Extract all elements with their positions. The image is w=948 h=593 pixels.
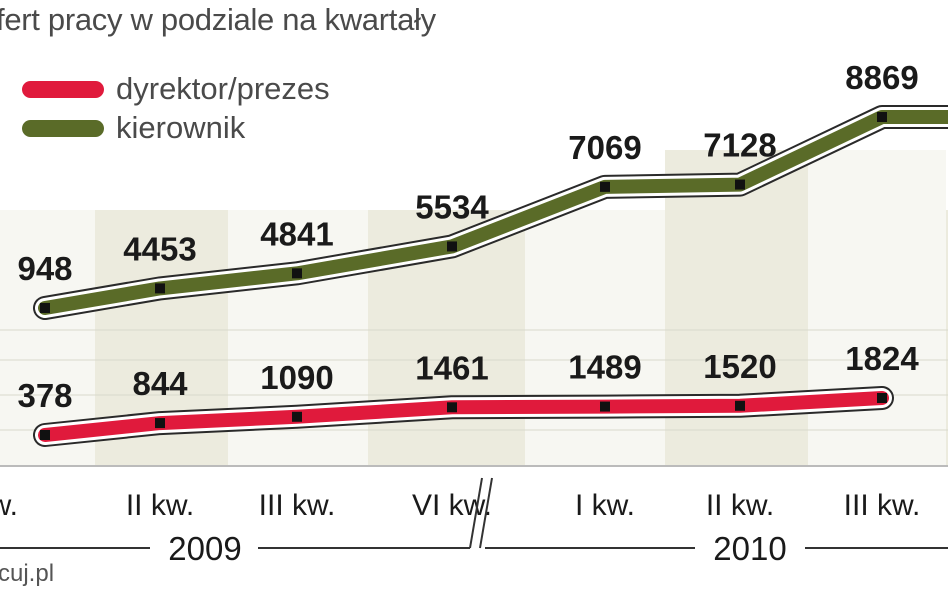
data-label-1-2: 4841 (260, 215, 333, 252)
legend-swatch-dyrektor (22, 80, 104, 98)
x-tick-label-0: I kw. (0, 489, 18, 522)
legend-label-dyrektor: dyrektor/prezes (116, 71, 330, 106)
legend-item-dyrektor: dyrektor/prezes (22, 71, 330, 107)
data-point-0-4 (600, 401, 610, 412)
x-tick-label-4: I kw. (575, 489, 635, 522)
x-tick-label-2: III kw. (259, 489, 336, 522)
legend-swatch-kierownik (22, 119, 104, 137)
data-point-0-2 (292, 411, 302, 422)
data-point-1-2 (292, 268, 302, 279)
data-point-1-3 (447, 241, 457, 252)
data-label-0-6: 1824 (845, 340, 919, 377)
year-label-2009: 2009 (168, 530, 241, 567)
data-label-1-0: 948 (17, 250, 72, 287)
data-label-1-5: 7128 (703, 127, 776, 164)
data-label-0-3: 1461 (415, 349, 488, 386)
band-4 (525, 210, 665, 465)
band-6 (808, 150, 946, 465)
legend-label-kierownik: kierownik (116, 110, 246, 145)
data-point-0-0 (40, 430, 50, 440)
data-label-0-5: 1520 (703, 348, 776, 385)
data-label-0-2: 1090 (260, 359, 333, 396)
data-label-1-3: 5534 (415, 188, 489, 225)
x-tick-label-6: III kw. (844, 489, 921, 522)
data-label-1-6: 8869 (845, 59, 918, 96)
data-point-1-6 (877, 112, 887, 122)
legend-item-kierownik: kierownik (22, 110, 245, 146)
data-point-0-6 (877, 393, 887, 403)
data-label-0-0: 378 (17, 377, 72, 414)
data-label-0-1: 844 (132, 365, 188, 402)
data-label-0-4: 1489 (568, 349, 641, 386)
year-label-2010: 2010 (713, 530, 786, 567)
data-label-1-1: 4453 (123, 230, 196, 267)
x-tick-label-1: II kw. (126, 489, 194, 522)
data-point-1-4 (600, 181, 610, 192)
data-point-0-1 (155, 418, 165, 429)
data-point-1-1 (155, 283, 165, 294)
series-line-1 (38, 110, 948, 315)
data-point-1-5 (735, 179, 745, 190)
axis-break-1 (469, 477, 483, 549)
chart-title: fert pracy w podziale na kwartały (0, 2, 436, 37)
data-point-0-3 (447, 402, 457, 413)
x-tick-label-5: II kw. (706, 489, 774, 522)
data-point-1-0 (40, 303, 50, 313)
data-label-1-4: 7069 (568, 129, 641, 166)
band-7 (946, 210, 948, 465)
axis-break-2 (479, 477, 493, 549)
source-note: cuj.pl (0, 560, 55, 587)
data-point-0-5 (735, 400, 745, 411)
